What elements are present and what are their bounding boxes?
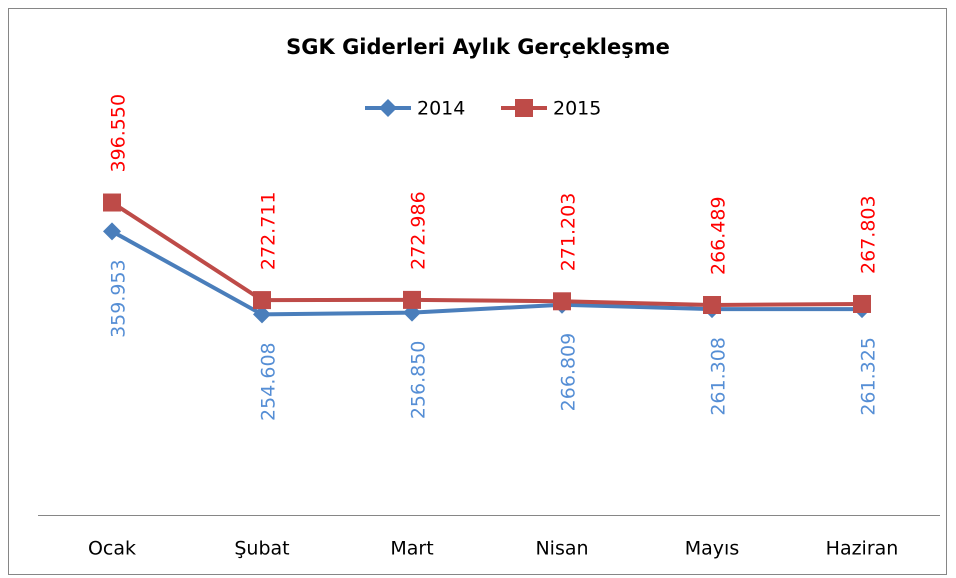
data-point	[403, 290, 421, 309]
chart-frame	[8, 8, 947, 575]
data-label: 266.489	[708, 196, 730, 275]
data-label: 271.203	[558, 193, 580, 272]
data-point	[703, 296, 721, 315]
data-label: 272.711	[258, 192, 280, 271]
series-line	[110, 200, 863, 308]
data-point	[553, 292, 571, 311]
data-point	[853, 294, 871, 313]
legend-marker	[379, 99, 397, 117]
x-tick-label: Nisan	[535, 538, 588, 560]
x-tick-label: Mart	[390, 538, 433, 560]
data-point	[253, 305, 271, 324]
data-point	[253, 291, 271, 310]
series-line	[111, 229, 863, 317]
data-label: 267.803	[858, 195, 880, 274]
chart-title: SGK Giderleri Aylık Gerçekleşme	[286, 35, 670, 59]
data-label: 272.986	[408, 191, 430, 270]
x-tick-label: Ocak	[88, 538, 136, 560]
data-label: 261.325	[858, 337, 880, 416]
legend-marker	[515, 99, 533, 117]
data-point	[103, 193, 121, 212]
data-label: 266.809	[558, 333, 580, 412]
x-tick-label: Şubat	[234, 538, 289, 560]
x-tick-label: Haziran	[826, 538, 899, 560]
legend-label: 2015	[553, 98, 601, 120]
data-label: 261.308	[708, 337, 730, 416]
data-label: 359.953	[108, 259, 130, 338]
data-label: 256.850	[408, 341, 430, 420]
legend-label: 2014	[417, 98, 465, 120]
data-label: 254.608	[258, 342, 280, 421]
data-point	[103, 222, 121, 241]
x-tick-label: Mayıs	[685, 538, 739, 560]
data-label: 396.550	[108, 94, 130, 173]
